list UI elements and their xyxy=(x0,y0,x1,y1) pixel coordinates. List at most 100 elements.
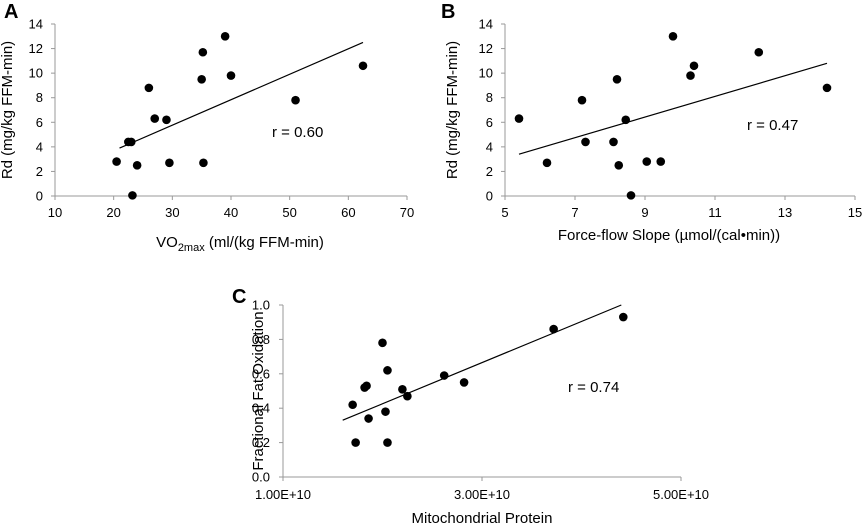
panel-b-data-point xyxy=(626,191,636,200)
panel-b-data-point xyxy=(614,160,624,170)
panel-b-data-point xyxy=(686,71,695,80)
panel-b-x-tick-label: 5 xyxy=(501,205,508,220)
panel-b-y-label: Rd (mg/kg FFM-min) xyxy=(444,41,461,179)
panel-a-data-point xyxy=(126,137,136,147)
panel-a-y-tick-label: 4 xyxy=(36,139,43,154)
panel-a-points xyxy=(112,31,368,200)
panel-c-data-point xyxy=(618,312,628,322)
panel-b-y-tick-label: 2 xyxy=(486,164,493,179)
panel-a-data-point xyxy=(226,71,236,80)
panel-a-data-point xyxy=(112,157,121,166)
panel-a-letter: A xyxy=(4,1,18,23)
panel-b-y-ticks: 0 2 4 6 8 10 12 14 xyxy=(479,17,505,204)
panel-a-x-ticks: 10 20 30 40 50 60 70 xyxy=(48,196,414,220)
panel-c-y-tick-label: 0.0 xyxy=(252,470,270,485)
panel-a-data-point xyxy=(150,114,160,123)
panel-b-trendline xyxy=(518,62,828,155)
panel-c-x-tick-label: 3.00E+10 xyxy=(454,487,510,502)
panel-a-data-point xyxy=(132,160,142,170)
panel-b-data-point xyxy=(668,31,678,41)
panel-c-data-point xyxy=(351,438,360,447)
panel-c-y-tick-label: 1.0 xyxy=(252,298,270,313)
panel-a-data-point xyxy=(291,95,300,105)
panel-b-x-tick-label: 13 xyxy=(778,205,792,220)
panel-c-data-point xyxy=(378,338,387,348)
panel-c-y-ticks: 0.0 0.2 0.4 0.6 0.8 1.0 xyxy=(252,298,283,485)
panel-b-data-point xyxy=(542,158,552,168)
panel-b-y-tick-label: 6 xyxy=(486,115,493,130)
panel-a-data-point xyxy=(197,74,206,84)
panel-b-data-point xyxy=(689,61,699,71)
panel-a-r-value: r = 0.60 xyxy=(272,124,323,141)
panel-a-data-point xyxy=(128,191,137,200)
panel-b-x-ticks: 5 7 9 11 13 15 xyxy=(501,196,862,220)
panel-c-points xyxy=(348,312,628,447)
panel-b-data-point xyxy=(612,74,622,84)
panel-a-chart: 0 2 4 6 8 10 12 14 10 20 30 40 50 60 70 r = 0.60 VO2m… xyxy=(0,17,414,255)
panel-c-x-tick-label: 1.00E+10 xyxy=(255,487,311,502)
panel-b-data-point xyxy=(609,137,618,147)
panel-a-y-tick-label: 0 xyxy=(36,189,43,204)
panel-b-data-point xyxy=(514,114,524,123)
panel-a-data-point xyxy=(144,83,154,93)
panel-a-y-tick-label: 2 xyxy=(36,164,43,179)
panel-b-data-point xyxy=(754,47,764,57)
panel-c-data-point xyxy=(403,391,412,401)
panel-a-y-label: Rd (mg/kg FFM-min) xyxy=(0,41,16,179)
panel-a-data-point xyxy=(358,61,368,71)
panel-a-data-point xyxy=(199,158,208,168)
panel-b-x-tick-label: 9 xyxy=(641,205,648,220)
panel-c-trendline xyxy=(342,304,622,421)
panel-b-x-label: Force-flow Slope (µmol/(cal•min)) xyxy=(558,227,780,244)
panel-a-y-tick-label: 10 xyxy=(29,66,43,81)
panel-a-data-point xyxy=(220,31,230,41)
panel-a-x-label: VO2max (ml/(kg FFM-min) xyxy=(156,234,324,254)
panel-c-data-point xyxy=(398,384,407,394)
panel-a-trendline xyxy=(119,41,364,149)
panel-c-data-point xyxy=(459,378,469,387)
panel-c-y-tick-label: 0.8 xyxy=(252,332,270,347)
panel-a-y-tick-label: 6 xyxy=(36,115,43,130)
panel-c-x-label: Mitochondrial Protein xyxy=(412,510,553,527)
panel-c-data-point xyxy=(348,400,357,410)
panel-c-y-label: Fractional Fat Oxidation xyxy=(250,311,267,470)
panel-c-y-tick-label: 0.6 xyxy=(252,366,270,381)
panel-b-data-point xyxy=(577,95,587,105)
panel-b-x-tick-label: 11 xyxy=(708,205,722,220)
panel-c-data-point xyxy=(439,371,449,380)
panel-c-data-point xyxy=(364,414,373,423)
panel-c-data-point xyxy=(549,324,558,334)
panel-c-chart: 0.0 0.2 0.4 0.6 0.8 1.0 1.00E+10 3.00E+10 5.00E… xyxy=(250,298,709,528)
panel-a-x-tick-label: 30 xyxy=(165,205,179,220)
panel-a-x-tick-label: 60 xyxy=(341,205,355,220)
panel-c-letter: C xyxy=(232,286,246,308)
panel-c-y-tick-label: 0.2 xyxy=(252,435,270,450)
panel-b-x-tick-label: 15 xyxy=(848,205,862,220)
panel-b-y-tick-label: 12 xyxy=(479,41,493,56)
panel-a-y-tick-label: 12 xyxy=(29,41,43,56)
panel-b-y-tick-label: 0 xyxy=(486,189,493,204)
panel-c-x-ticks: 1.00E+10 3.00E+10 5.00E+10 xyxy=(255,477,709,502)
panel-a-x-label-main: VO xyxy=(156,234,178,251)
panel-b-y-tick-label: 14 xyxy=(479,17,493,32)
panel-a-x-tick-label: 40 xyxy=(224,205,238,220)
panel-a-data-point xyxy=(162,115,171,125)
panel-c-data-point xyxy=(381,407,390,416)
panel-a-x-label-rest: (ml/(kg FFM-min) xyxy=(205,234,324,251)
panel-c-x-tick-label: 5.00E+10 xyxy=(653,487,709,502)
panel-b-x-tick-label: 7 xyxy=(571,205,578,220)
panel-a-y-tick-label: 8 xyxy=(36,90,43,105)
panel-b-y-tick-label: 4 xyxy=(486,139,493,154)
panel-b-data-point xyxy=(581,137,590,147)
panel-c-data-point xyxy=(383,438,392,447)
panel-c-data-point xyxy=(383,366,392,375)
panel-b-data-point xyxy=(656,157,666,166)
panel-c-data-point xyxy=(362,381,371,391)
panel-a-x-tick-label: 70 xyxy=(400,205,414,220)
panel-b-data-point xyxy=(642,157,652,166)
panel-b-data-point xyxy=(822,83,832,93)
panel-a-y-tick-label: 14 xyxy=(29,17,43,32)
panel-a-x-tick-label: 50 xyxy=(282,205,296,220)
panel-c-y-tick-label: 0.4 xyxy=(252,401,270,416)
